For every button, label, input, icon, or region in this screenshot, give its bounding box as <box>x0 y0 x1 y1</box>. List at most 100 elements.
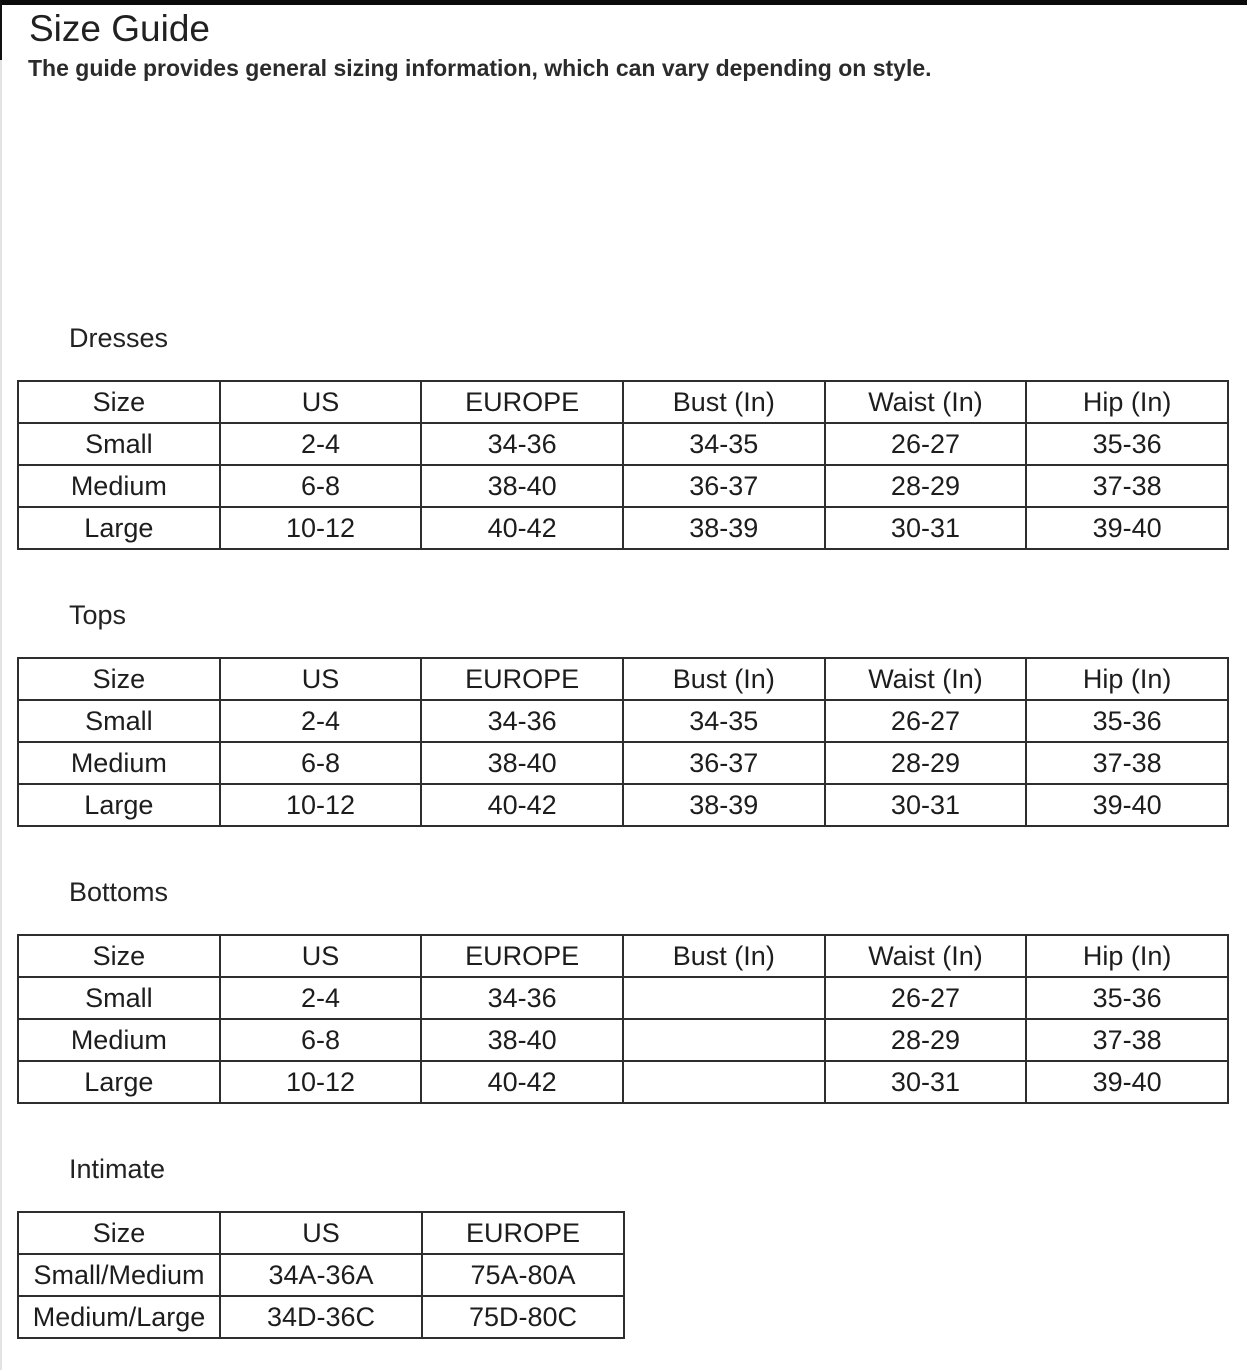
cell-hip: 39-40 <box>1025 783 1229 827</box>
cell-hip: 35-36 <box>1025 422 1229 466</box>
cell-us: 10-12 <box>218 506 423 550</box>
cell-bust: 34-35 <box>621 422 826 466</box>
cell-size: Large <box>17 506 221 550</box>
table-header-row: Size US EUROPE <box>17 1211 625 1255</box>
cell-europe: 40-42 <box>420 1060 624 1104</box>
cell-waist: 26-27 <box>823 699 1028 743</box>
cell-bust-empty <box>621 976 826 1020</box>
col-header-europe: EUROPE <box>420 657 624 701</box>
cell-us: 6-8 <box>218 741 423 785</box>
col-header-waist: Waist (In) <box>823 657 1028 701</box>
section-intimate: Intimate Size US EUROPE Small/Medium 34A… <box>0 1153 1247 1339</box>
table-row-medium-large: Medium/Large 34D-36C 75D-80C <box>17 1295 625 1339</box>
section-dresses: Dresses Size US EUROPE Bust (In) Waist (… <box>0 322 1247 550</box>
top-border-bar <box>0 0 1247 5</box>
cell-us: 2-4 <box>218 422 423 466</box>
cell-europe: 40-42 <box>420 783 624 827</box>
cell-europe: 75A-80A <box>421 1253 625 1297</box>
table-row-small-medium: Small/Medium 34A-36A 75A-80A <box>17 1253 625 1297</box>
cell-waist: 28-29 <box>823 1018 1028 1062</box>
cell-waist: 30-31 <box>823 1060 1028 1104</box>
cell-bust: 38-39 <box>621 506 826 550</box>
table-row-large: Large 10-12 40-42 38-39 30-31 39-40 <box>17 783 1229 827</box>
cell-europe: 38-40 <box>420 741 624 785</box>
dresses-size-table: Size US EUROPE Bust (In) Waist (In) Hip … <box>17 380 1229 550</box>
cell-us: 10-12 <box>218 783 423 827</box>
table-row-large: Large 10-12 40-42 38-39 30-31 39-40 <box>17 506 1229 550</box>
cell-europe: 38-40 <box>420 464 624 508</box>
col-header-us: US <box>218 657 423 701</box>
col-header-us: US <box>218 380 423 424</box>
col-header-europe: EUROPE <box>420 934 624 978</box>
section-bottoms: Bottoms Size US EUROPE Bust (In) Waist (… <box>0 876 1247 1104</box>
col-header-size: Size <box>17 657 221 701</box>
left-edge-line-dark <box>0 0 2 60</box>
cell-size: Medium <box>17 741 221 785</box>
cell-hip: 37-38 <box>1025 741 1229 785</box>
col-header-us: US <box>219 1211 423 1255</box>
cell-us: 6-8 <box>218 464 423 508</box>
section-label-bottoms: Bottoms <box>69 877 169 907</box>
cell-hip: 37-38 <box>1025 464 1229 508</box>
cell-us: 6-8 <box>218 1018 423 1062</box>
cell-waist: 30-31 <box>823 783 1028 827</box>
cell-bust: 34-35 <box>621 699 826 743</box>
cell-hip: 35-36 <box>1025 699 1229 743</box>
table-header-row: Size US EUROPE Bust (In) Waist (In) Hip … <box>17 657 1229 701</box>
cell-waist: 26-27 <box>823 976 1028 1020</box>
table-row-small: Small 2-4 34-36 26-27 35-36 <box>17 976 1229 1020</box>
cell-waist: 30-31 <box>823 506 1028 550</box>
cell-size: Large <box>17 1060 221 1104</box>
cell-hip: 37-38 <box>1025 1018 1229 1062</box>
col-header-size: Size <box>17 1211 221 1255</box>
cell-europe: 75D-80C <box>421 1295 625 1339</box>
col-header-waist: Waist (In) <box>823 934 1028 978</box>
bottoms-size-table: Size US EUROPE Bust (In) Waist (In) Hip … <box>17 934 1229 1104</box>
section-label-dresses: Dresses <box>69 323 169 353</box>
cell-europe: 34-36 <box>420 422 624 466</box>
table-row-small: Small 2-4 34-36 34-35 26-27 35-36 <box>17 422 1229 466</box>
cell-size: Small <box>17 699 221 743</box>
cell-us: 10-12 <box>218 1060 423 1104</box>
col-header-size: Size <box>17 380 221 424</box>
cell-bust: 36-37 <box>621 741 826 785</box>
cell-europe: 34-36 <box>420 976 624 1020</box>
cell-size: Medium <box>17 1018 221 1062</box>
section-label-tops: Tops <box>69 600 127 630</box>
section-label-intimate: Intimate <box>69 1154 166 1184</box>
col-header-us: US <box>218 934 423 978</box>
cell-bust: 38-39 <box>621 783 826 827</box>
page-title: Size Guide <box>29 8 210 49</box>
col-header-bust: Bust (In) <box>621 380 826 424</box>
cell-us: 34D-36C <box>219 1295 423 1339</box>
col-header-waist: Waist (In) <box>823 380 1028 424</box>
table-row-medium: Medium 6-8 38-40 36-37 28-29 37-38 <box>17 464 1229 508</box>
table-row-medium: Medium 6-8 38-40 28-29 37-38 <box>17 1018 1229 1062</box>
cell-bust-empty <box>621 1018 826 1062</box>
table-row-medium: Medium 6-8 38-40 36-37 28-29 37-38 <box>17 741 1229 785</box>
cell-waist: 28-29 <box>823 464 1028 508</box>
cell-waist: 28-29 <box>823 741 1028 785</box>
cell-size: Small/Medium <box>17 1253 221 1297</box>
cell-hip: 35-36 <box>1025 976 1229 1020</box>
cell-us: 2-4 <box>218 976 423 1020</box>
col-header-bust: Bust (In) <box>621 934 826 978</box>
section-tops: Tops Size US EUROPE Bust (In) Waist (In)… <box>0 599 1247 827</box>
page-subtitle: The guide provides general sizing inform… <box>28 55 932 81</box>
col-header-hip: Hip (In) <box>1025 934 1229 978</box>
cell-hip: 39-40 <box>1025 506 1229 550</box>
cell-waist: 26-27 <box>823 422 1028 466</box>
col-header-size: Size <box>17 934 221 978</box>
cell-size: Medium <box>17 464 221 508</box>
col-header-europe: EUROPE <box>420 380 624 424</box>
cell-europe: 38-40 <box>420 1018 624 1062</box>
cell-us: 34A-36A <box>219 1253 423 1297</box>
col-header-bust: Bust (In) <box>621 657 826 701</box>
cell-europe: 40-42 <box>420 506 624 550</box>
table-header-row: Size US EUROPE Bust (In) Waist (In) Hip … <box>17 380 1229 424</box>
cell-europe: 34-36 <box>420 699 624 743</box>
cell-hip: 39-40 <box>1025 1060 1229 1104</box>
cell-us: 2-4 <box>218 699 423 743</box>
cell-size: Small <box>17 422 221 466</box>
cell-size: Small <box>17 976 221 1020</box>
